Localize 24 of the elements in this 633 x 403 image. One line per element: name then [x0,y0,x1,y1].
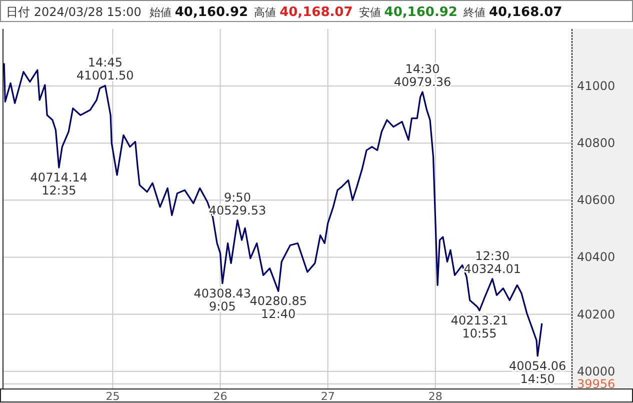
y-tick-label: 40000 [577,364,616,378]
annotation: 40054.06 14:50 [508,358,566,386]
annotation: 40308.43 9:05 [194,286,252,314]
chart-title: 日付 2024/03/28 15:00 [6,5,142,19]
text: 高値 40,168.07 [254,5,353,20]
annotation: 14:30 40979.36 [394,62,452,89]
y-tick-label: 40400 [577,250,616,264]
text: 始値 40,160.92 [149,5,248,20]
x-tick-label: 27 [320,390,335,403]
y-tick-label: 40600 [577,193,616,208]
annotation: 40280.85 12:40 [250,294,307,322]
y-tick-label: 40200 [577,307,616,322]
text: 安値 40,160.92 [358,5,458,20]
annotation: 14:45 41001.50 [76,56,134,83]
x-tick-label: 28 [428,390,442,403]
annotation: 40213.21 10:55 [450,313,508,340]
x-tick-label: 26 [213,390,228,403]
annotation: 12:30 40324.01 [464,248,522,276]
x-tick-label: 25 [106,390,120,403]
y-tick-label: 40800 [577,136,616,150]
annotation: 40714.14 12:35 [30,170,88,198]
text: 終値 40,168.07 [462,5,562,20]
y-tick-label: 39956 [577,376,616,391]
y-tick-label: 41000 [577,79,616,94]
